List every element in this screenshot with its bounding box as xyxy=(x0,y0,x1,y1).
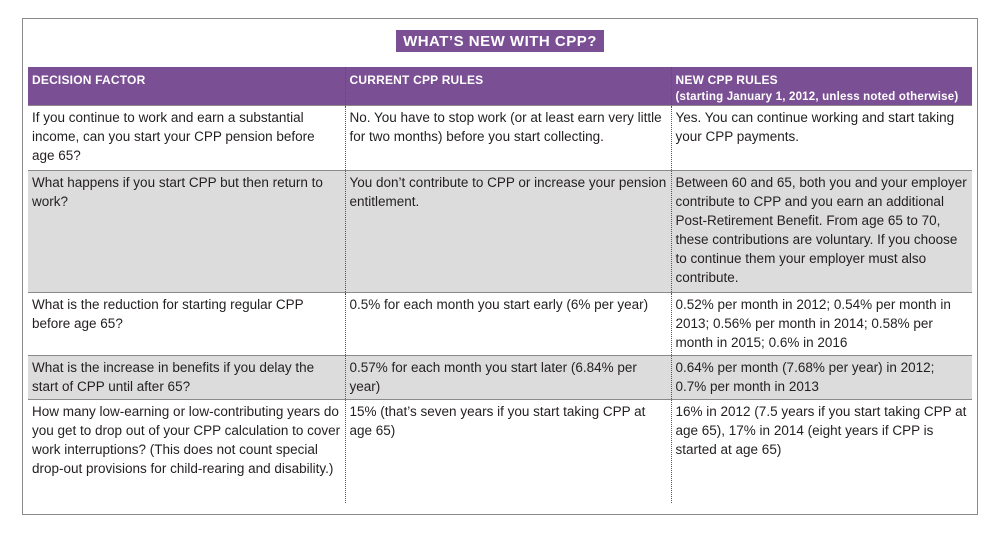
panel-title: WHAT’S NEW WITH CPP? xyxy=(396,30,604,52)
table-row: What happens if you start CPP but then r… xyxy=(28,169,972,292)
title-container: WHAT’S NEW WITH CPP? xyxy=(23,30,977,52)
table-row: What is the increase in benefits if you … xyxy=(28,354,972,399)
cell-new: 0.64% per month (7.68% per year) in 2012… xyxy=(670,354,972,399)
cell-factor: What happens if you start CPP but then r… xyxy=(28,169,345,292)
table-row: What is the reduction for starting regul… xyxy=(28,291,972,355)
cell-current: You don’t contribute to CPP or increase … xyxy=(344,169,671,292)
cell-factor: If you continue to work and earn a subst… xyxy=(28,104,345,170)
cell-factor: What is the reduction for starting regul… xyxy=(28,291,345,355)
cpp-rules-table: DECISION FACTOR CURRENT CPP RULES NEW CP… xyxy=(28,67,972,503)
cell-current: 0.5% for each month you start early (6% … xyxy=(344,291,671,355)
header-new-rules-note: (starting January 1, 2012, unless noted … xyxy=(675,91,959,103)
cell-new: 0.52% per month in 2012; 0.54% per month… xyxy=(670,291,972,355)
cell-current: 0.57% for each month you start later (6.… xyxy=(344,354,671,399)
table-row: How many low-earning or low-contributing… xyxy=(28,398,972,503)
header-current-rules: CURRENT CPP RULES xyxy=(344,67,671,105)
header-decision-factor: DECISION FACTOR xyxy=(28,67,345,105)
cell-new: 16% in 2012 (7.5 years if you start taki… xyxy=(670,398,972,503)
cpp-comparison-panel: WHAT’S NEW WITH CPP? DECISION FACTOR CUR… xyxy=(22,18,978,515)
table-header-row: DECISION FACTOR CURRENT CPP RULES NEW CP… xyxy=(28,67,972,105)
header-new-rules: NEW CPP RULES (starting January 1, 2012,… xyxy=(670,67,972,105)
cell-new: Between 60 and 65, both you and your emp… xyxy=(670,169,972,292)
cell-factor: What is the increase in benefits if you … xyxy=(28,354,345,399)
table-row: If you continue to work and earn a subst… xyxy=(28,104,972,170)
cell-current: No. You have to stop work (or at least e… xyxy=(344,104,671,170)
header-new-rules-label: NEW CPP RULES xyxy=(675,73,778,87)
cell-current: 15% (that’s seven years if you start tak… xyxy=(344,398,671,503)
cell-factor: How many low-earning or low-contributing… xyxy=(28,398,345,503)
cell-new: Yes. You can continue working and start … xyxy=(670,104,972,170)
